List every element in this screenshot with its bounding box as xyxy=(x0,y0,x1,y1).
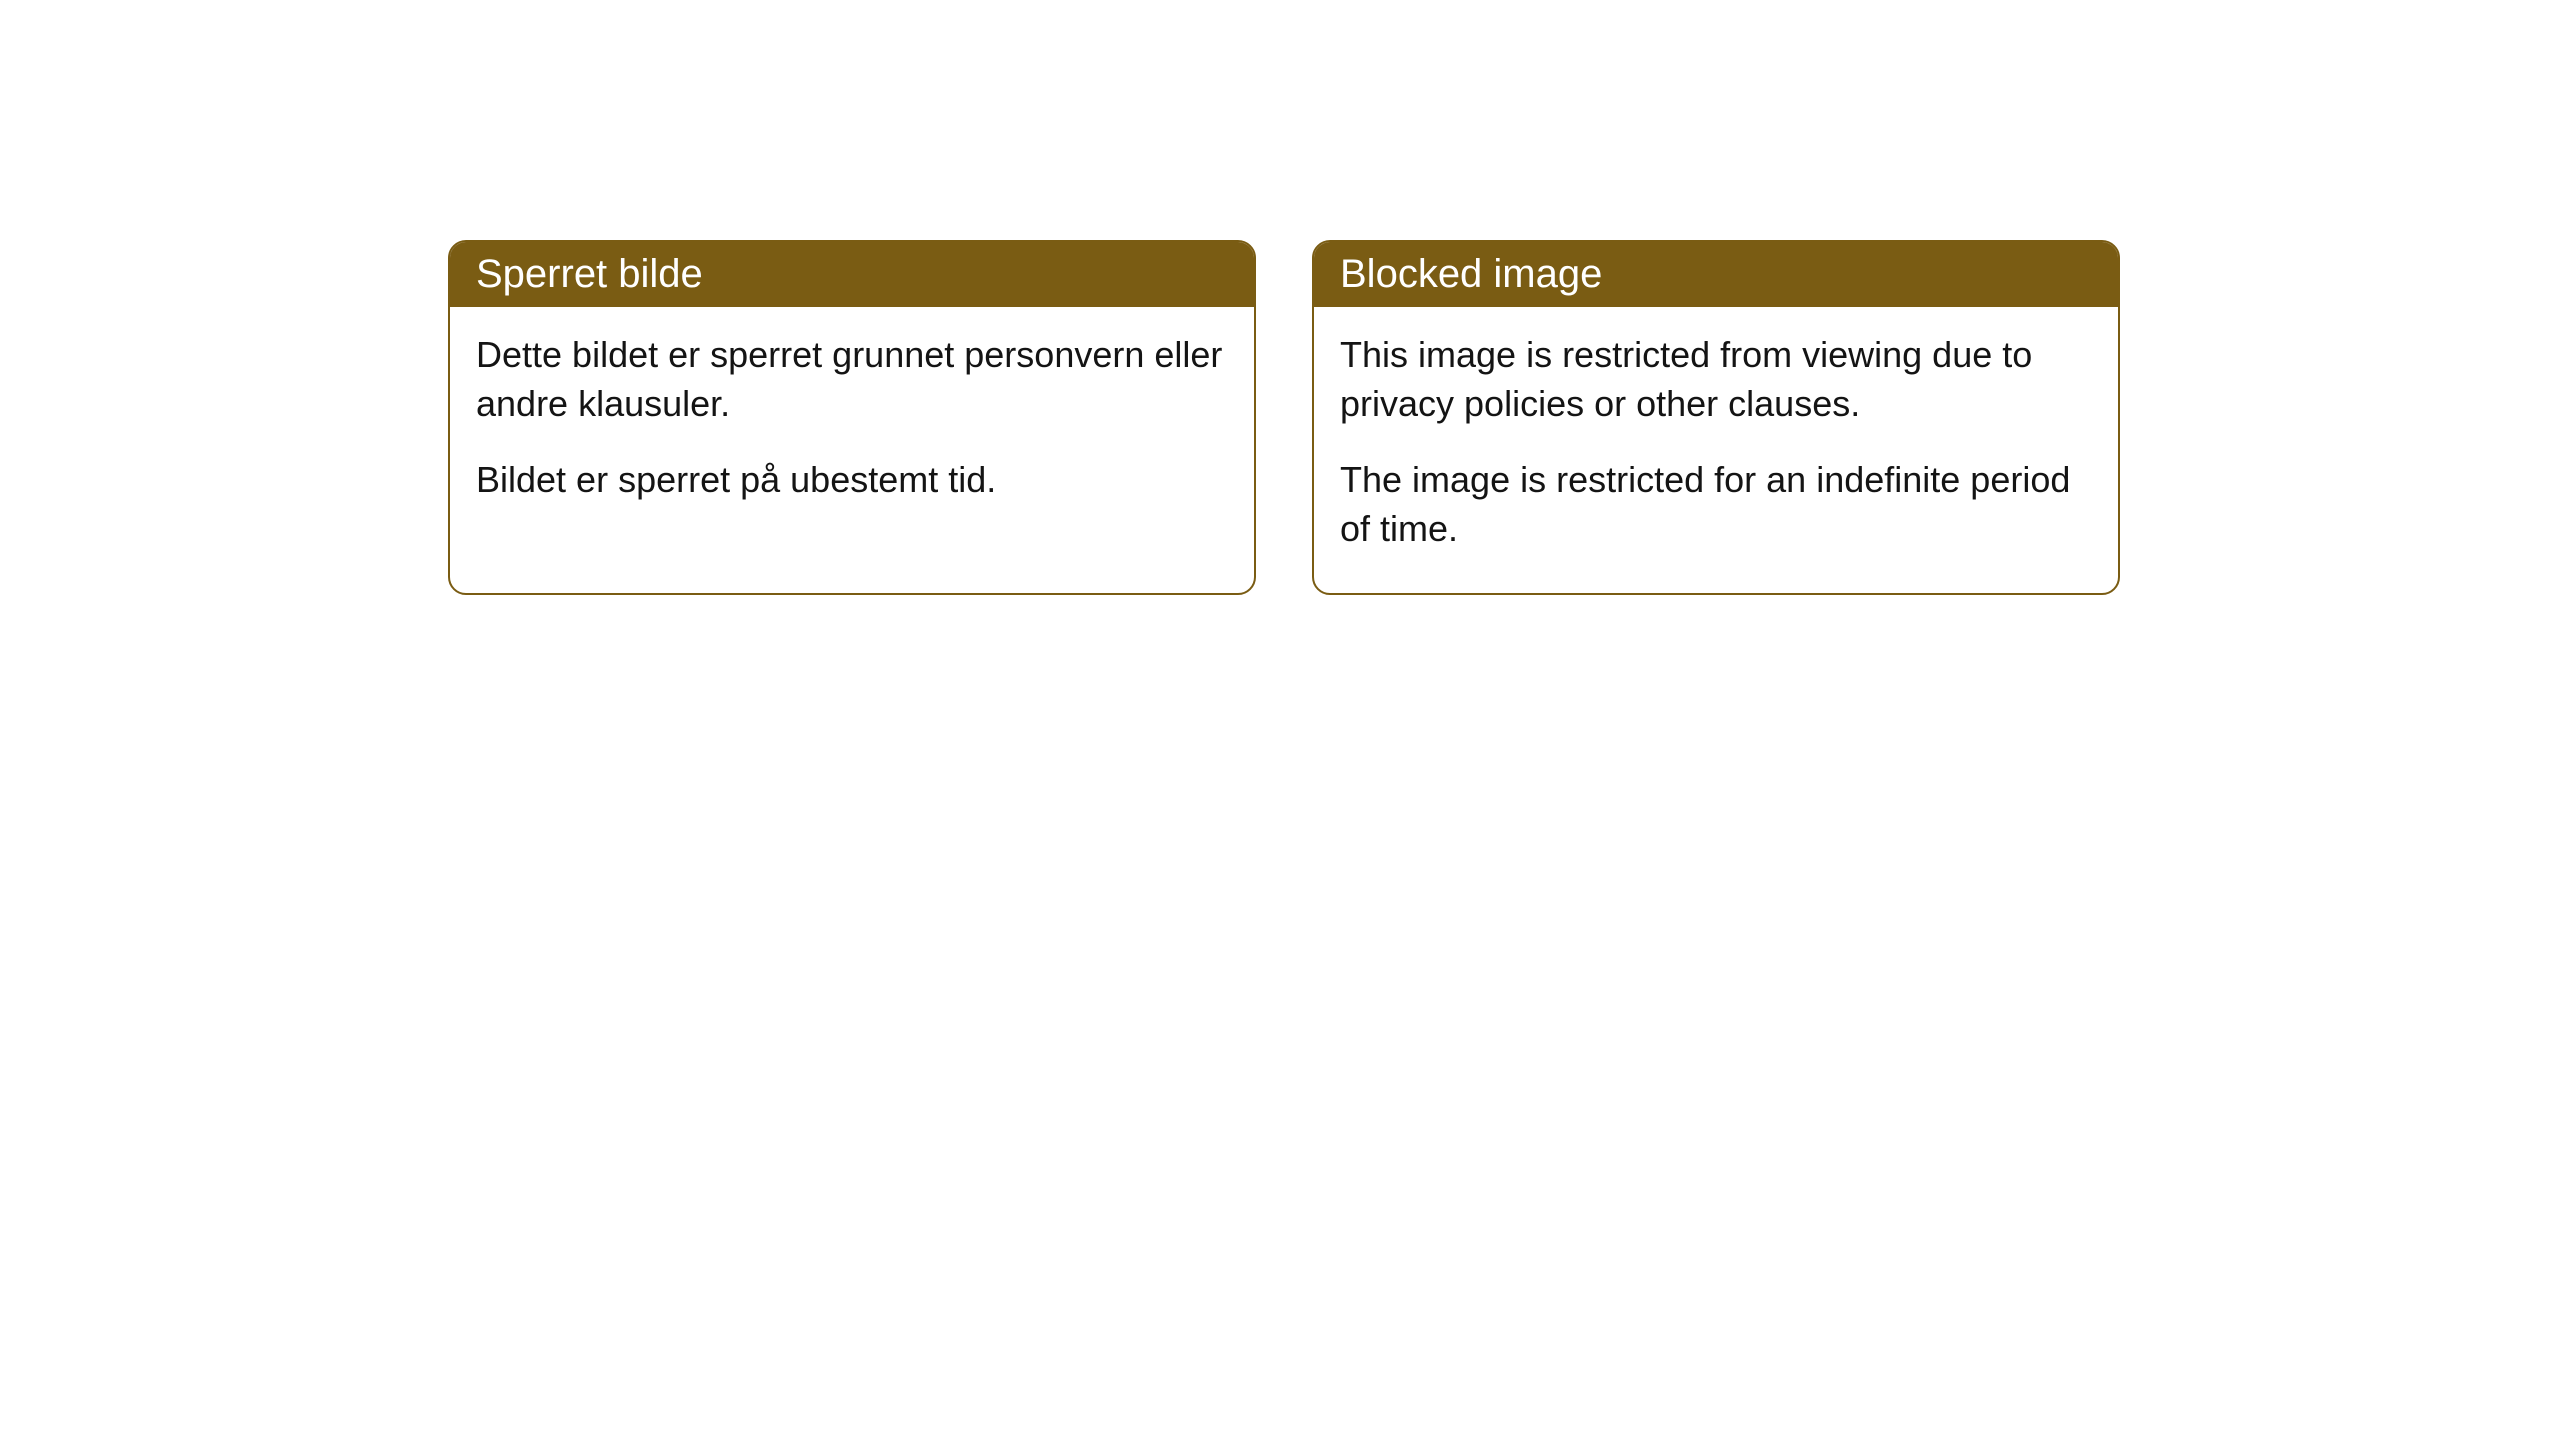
card-body: Dette bildet er sperret grunnet personve… xyxy=(450,307,1254,545)
card-header: Blocked image xyxy=(1314,242,2118,307)
notice-card-english: Blocked image This image is restricted f… xyxy=(1312,240,2120,595)
card-title: Blocked image xyxy=(1340,252,1602,296)
notice-text-line2: The image is restricted for an indefinit… xyxy=(1340,456,2092,553)
card-body: This image is restricted from viewing du… xyxy=(1314,307,2118,593)
notice-container: Sperret bilde Dette bildet er sperret gr… xyxy=(448,240,2120,595)
card-title: Sperret bilde xyxy=(476,252,703,296)
notice-text-line1: Dette bildet er sperret grunnet personve… xyxy=(476,331,1228,428)
notice-card-norwegian: Sperret bilde Dette bildet er sperret gr… xyxy=(448,240,1256,595)
card-header: Sperret bilde xyxy=(450,242,1254,307)
notice-text-line1: This image is restricted from viewing du… xyxy=(1340,331,2092,428)
notice-text-line2: Bildet er sperret på ubestemt tid. xyxy=(476,456,1228,505)
